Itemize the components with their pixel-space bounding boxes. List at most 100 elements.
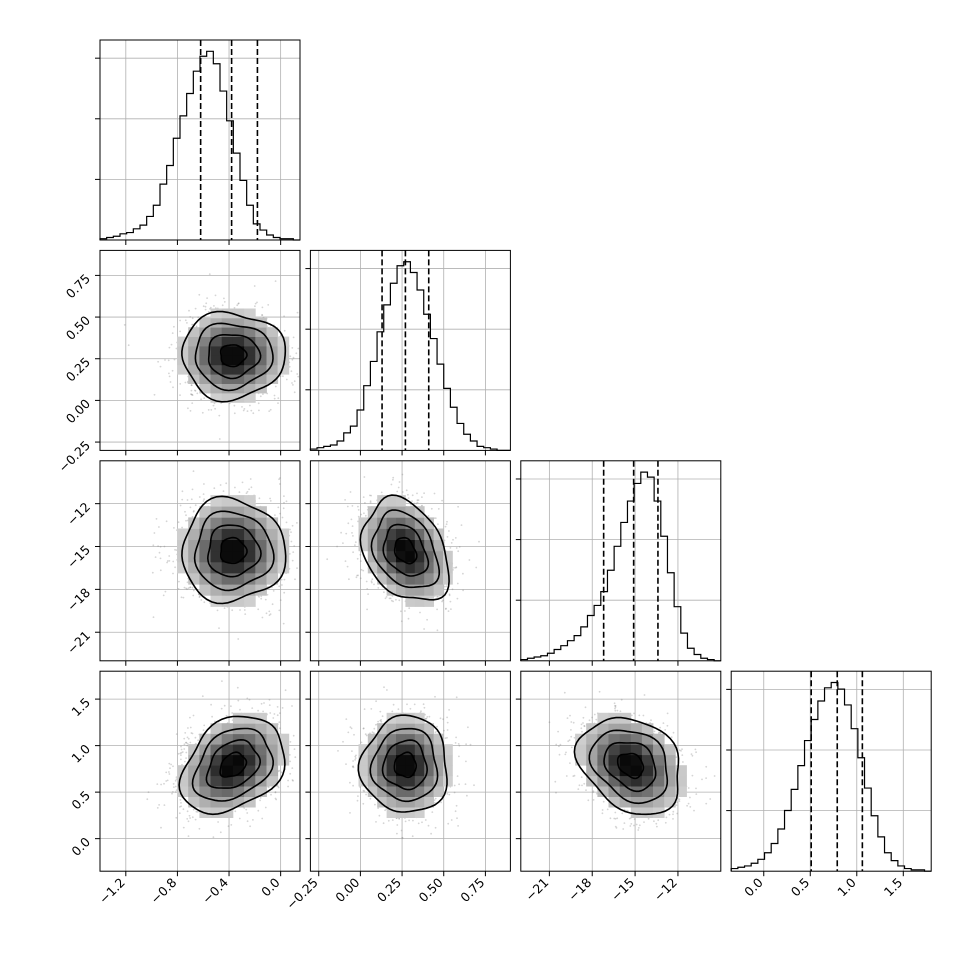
scatter-point-1-0-665 xyxy=(214,407,217,410)
scatter-point-1-0-596 xyxy=(213,305,215,307)
ytick-label-2-1: −18 xyxy=(64,585,93,614)
density-cell-1-0-7-8 xyxy=(244,327,256,337)
scatter-point-3-1-1242 xyxy=(426,716,429,718)
scatter-point-1-0-1328 xyxy=(153,393,156,396)
density-cell-2-0-4-1 xyxy=(210,595,223,607)
scatter-point-2-0-836 xyxy=(185,514,187,517)
density-cell-2-1-7-1 xyxy=(414,595,425,607)
density-cell-3-1-9-4 xyxy=(433,775,444,787)
scatter-point-3-0-333 xyxy=(191,816,194,819)
scatter-point-2-1-1117 xyxy=(411,500,413,502)
scatter-point-2-0-792 xyxy=(258,497,261,500)
density-cell-3-0-3-2 xyxy=(199,796,211,808)
scatter-point-2-1-1066 xyxy=(352,535,354,537)
scatter-point-1-0-869 xyxy=(190,384,193,387)
scatter-point-3-2-1216 xyxy=(614,825,617,828)
scatter-point-1-0-188 xyxy=(241,406,243,408)
scatter-point-3-0-1127 xyxy=(248,698,251,701)
density-cell-3-2-2-5 xyxy=(586,765,598,777)
contour-3-0-1 xyxy=(205,738,262,789)
scatter-point-3-1-392 xyxy=(362,727,365,730)
scatter-point-2-1-451 xyxy=(397,486,400,489)
scatter-point-1-0-82 xyxy=(127,344,130,347)
density-cell-2-0-5-4 xyxy=(221,561,234,574)
density-cell-3-0-9-7 xyxy=(266,744,279,756)
scatter-point-3-2-244 xyxy=(701,778,703,781)
density-cell-1-0-9-8 xyxy=(266,327,279,337)
scatter-point-3-0-929 xyxy=(191,732,194,735)
scatter-point-2-1-970 xyxy=(436,629,439,632)
density-cell-3-2-3-10 xyxy=(597,712,609,724)
scatter-point-3-1-422 xyxy=(379,710,382,713)
density-cell-2-1-6-8 xyxy=(405,517,416,529)
density-cell-2-0-4-10 xyxy=(210,495,223,507)
scatter-point-2-0-724 xyxy=(246,490,249,493)
density-cell-3-1-5-8 xyxy=(396,733,406,745)
scatter-point-3-2-305 xyxy=(693,809,695,812)
density-cell-2-1-2-9 xyxy=(367,506,378,518)
scatter-point-2-1-1075 xyxy=(416,499,419,502)
scatter-point-1-0-88 xyxy=(293,380,296,383)
scatter-point-3-1-617 xyxy=(380,720,383,723)
density-cell-3-1-7-7 xyxy=(414,744,425,756)
scatter-point-3-1-1341 xyxy=(383,686,385,689)
histogram-panel-1 xyxy=(309,249,511,451)
scatter-point-2-1-217 xyxy=(355,576,358,579)
scatter-point-3-2-1084 xyxy=(583,725,586,727)
scatter-point-2-0-1184 xyxy=(278,609,281,612)
scatter-point-2-0-980 xyxy=(159,557,162,560)
density-cell-3-1-5-6 xyxy=(396,754,406,766)
scatter-point-3-1-793 xyxy=(401,836,404,839)
scatter-point-3-2-404 xyxy=(592,799,595,801)
contour-2-1-0 xyxy=(393,536,418,565)
density-cell-3-1-6-4 xyxy=(405,775,416,787)
density-cell-2-1-10-3 xyxy=(443,573,453,585)
scatter-point-3-1-1361 xyxy=(424,718,426,720)
contour-2-0-3 xyxy=(181,495,287,605)
ytick-label-3-2: 1.0 xyxy=(68,741,93,766)
scatter-point-3-1-1126 xyxy=(417,822,420,825)
scatter-point-3-2-130 xyxy=(614,707,616,710)
scatter-point-2-0-568 xyxy=(243,609,246,611)
scatter-point-2-1-134 xyxy=(413,502,416,505)
scatter-point-2-0-202 xyxy=(177,521,180,524)
scatter-point-3-2-662 xyxy=(572,775,575,777)
scatter-point-2-0-1238 xyxy=(283,578,286,581)
scatter-point-3-0-1278 xyxy=(234,810,237,813)
scatter-point-3-1-177 xyxy=(465,760,467,763)
density-cell-1-0-3-7 xyxy=(199,336,211,347)
scatter-point-3-1-1276 xyxy=(391,710,394,713)
scatter-point-3-2-119 xyxy=(659,731,662,734)
scatter-point-3-0-329 xyxy=(187,820,190,823)
density-cell-3-0-8-6 xyxy=(255,754,267,766)
scatter-point-3-0-564 xyxy=(292,779,294,782)
scatter-point-3-0-209 xyxy=(277,786,280,789)
scatter-point-1-0-365 xyxy=(191,394,194,396)
density-cell-3-2-5-9 xyxy=(619,723,632,735)
ytick-label-3-3: 1.5 xyxy=(68,695,93,720)
density-cell-1-0-7-10 xyxy=(244,308,256,319)
density-cell-1-0-10-6 xyxy=(277,346,290,356)
density-cell-2-0-4-6 xyxy=(210,539,223,552)
density-cell-3-1-4-4 xyxy=(386,775,397,787)
scatter-point-2-0-674 xyxy=(186,519,189,522)
scatter-point-2-0-719 xyxy=(266,593,269,596)
density-cell-3-1-3-9 xyxy=(377,723,387,735)
ytick-label-3-0: 0.0 xyxy=(68,834,93,859)
scatter-point-3-1-193 xyxy=(351,765,354,768)
density-cell-2-1-4-2 xyxy=(386,584,397,596)
scatter-point-3-0-60 xyxy=(156,807,159,809)
scatter-point-3-0-509 xyxy=(293,748,296,750)
density-cell-2-1-5-3 xyxy=(396,573,406,585)
scatter-point-3-0-146 xyxy=(168,762,171,765)
density-cell-2-1-7-6 xyxy=(414,539,425,552)
scatter-point-2-0-430 xyxy=(174,548,176,551)
contour-3-2-1 xyxy=(603,741,657,793)
scatter-point-1-0-248 xyxy=(210,409,213,411)
scatter-point-3-1-464 xyxy=(431,811,434,813)
scatter-point-3-2-273 xyxy=(628,817,631,820)
density-cell-3-2-5-4 xyxy=(619,775,632,787)
scatter-point-3-1-309 xyxy=(352,765,354,768)
scatter-point-3-2-280 xyxy=(659,726,661,729)
density-cell-3-0-5-6 xyxy=(221,754,234,766)
